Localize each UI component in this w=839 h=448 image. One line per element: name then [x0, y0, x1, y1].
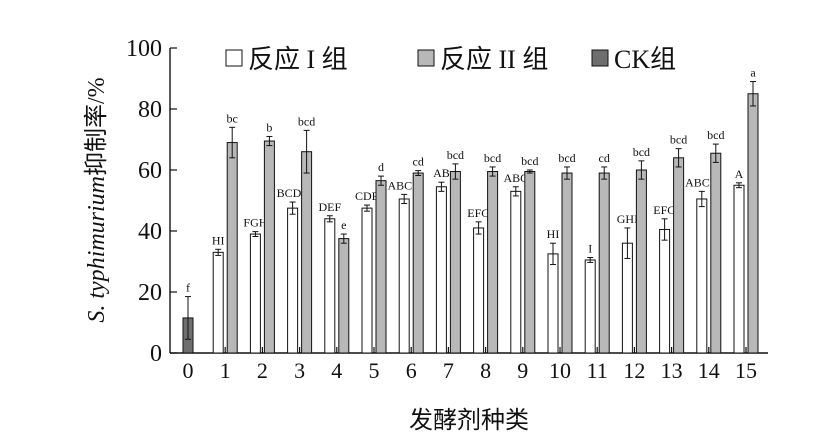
bar-s1-3: [287, 207, 299, 354]
bar-s2-12: [635, 169, 647, 354]
significance-label: bcd: [633, 145, 650, 159]
bar-s2-9: [524, 171, 536, 354]
x-tick-label: 11: [587, 358, 608, 383]
bar-s2-10: [561, 172, 573, 354]
bar-s1-12: [621, 242, 633, 354]
y-tick-label: 60: [138, 158, 162, 184]
x-tick-label: 5: [369, 358, 380, 383]
significance-label: bcd: [558, 151, 575, 165]
significance-label: bcd: [447, 148, 464, 162]
x-tick-label: 8: [480, 358, 491, 383]
significance-label: AB: [433, 166, 450, 180]
legend-swatch-2: [417, 49, 435, 67]
significance-label: d: [378, 160, 384, 174]
y-tick-label: 100: [126, 36, 162, 62]
bar-s1-9: [510, 190, 522, 354]
y-axis-label-organism: S. typhimurium: [84, 176, 110, 323]
x-tick-label: 12: [623, 358, 645, 383]
bar-s1-1: [212, 251, 224, 354]
bar-s1-7: [435, 186, 447, 354]
x-tick-label: 14: [698, 358, 720, 383]
significance-label: CDE: [355, 189, 379, 203]
bar-s2-1: [226, 142, 238, 354]
significance-label: GHI: [617, 212, 638, 226]
x-tick-label: 2: [257, 358, 268, 383]
significance-label: HI: [547, 227, 560, 241]
significance-label: cd: [599, 151, 610, 165]
significance-label: cd: [413, 155, 424, 169]
y-axis-label: S. typhimurium抑制率/%: [83, 77, 110, 322]
legend-swatch-1: [225, 49, 243, 67]
bar-s2-7: [449, 171, 461, 354]
bar-s2-3: [301, 151, 313, 354]
significance-label: A: [735, 167, 744, 181]
bar-s2-4: [338, 238, 350, 354]
bar-s1-8: [473, 227, 485, 354]
legend: 反应 I 组 反应 II 组 CK组: [225, 45, 676, 74]
bar-s2-5: [375, 180, 387, 354]
bar-s1-2: [249, 233, 261, 354]
significance-label: ABC: [503, 171, 528, 185]
x-tick-label: 6: [406, 358, 417, 383]
bars: fHIbcFGHbBCDEbcdDEFeCDEdABCDcdABbcdEFGbc…: [182, 66, 759, 354]
significance-label: bcd: [670, 133, 687, 147]
significance-label: bcd: [298, 114, 315, 128]
y-tick-label: 80: [138, 97, 162, 123]
x-tick-label: 15: [735, 358, 757, 383]
bar-s2-2: [263, 140, 275, 354]
bar-s1-10: [547, 253, 559, 354]
significance-label: b: [266, 120, 272, 134]
significance-label: EFG: [653, 203, 676, 217]
y-tick-label: 20: [138, 280, 162, 306]
significance-label: f: [186, 281, 190, 295]
significance-label: DEF: [318, 200, 341, 214]
x-tick-label: 4: [331, 358, 342, 383]
x-tick-label: 7: [443, 358, 454, 383]
significance-label: bcd: [707, 128, 724, 142]
legend-label-2: 反应 II 组: [440, 45, 548, 74]
y-tick-label: 40: [138, 219, 162, 245]
bar-s1-15: [733, 184, 745, 354]
significance-label: e: [341, 218, 346, 232]
y-axis-label-unit: 抑制率/%: [83, 77, 110, 176]
bar-s1-5: [361, 207, 373, 354]
x-tick-label: 1: [220, 358, 231, 383]
significance-label: bcd: [521, 154, 538, 168]
significance-label: HI: [212, 233, 225, 247]
significance-label: BCDE: [277, 186, 309, 200]
significance-label: a: [750, 66, 756, 80]
bar-s2-15: [747, 93, 759, 354]
bar-s1-13: [659, 228, 671, 354]
significance-label: EFG: [467, 206, 490, 220]
significance-label: bcd: [484, 151, 501, 165]
y-tick-label: 0: [150, 341, 162, 367]
x-tick-label: 0: [183, 358, 194, 383]
bar-s1-11: [584, 259, 596, 354]
x-tick-label: 13: [661, 358, 683, 383]
significance-label: bc: [227, 111, 238, 125]
bar-s2-6: [412, 172, 424, 354]
x-tick-label: 10: [549, 358, 571, 383]
bar-s1-4: [324, 218, 336, 354]
x-tick-label: 3: [294, 358, 305, 383]
x-tick-label: 9: [517, 358, 528, 383]
bar-s1-6: [398, 198, 410, 354]
bar-s2-8: [487, 171, 499, 354]
x-axis-label: 发酵剂种类: [409, 407, 529, 434]
bar-s2-14: [710, 152, 722, 354]
bar-s2-13: [673, 157, 685, 354]
legend-label-3: CK组: [614, 45, 676, 74]
significance-label: I: [588, 242, 592, 256]
significance-label: FGH: [243, 216, 267, 230]
legend-swatch-3: [591, 49, 609, 67]
bar-s2-11: [598, 172, 610, 354]
bar-s1-14: [696, 198, 708, 354]
legend-label-1: 反应 I 组: [248, 45, 348, 74]
